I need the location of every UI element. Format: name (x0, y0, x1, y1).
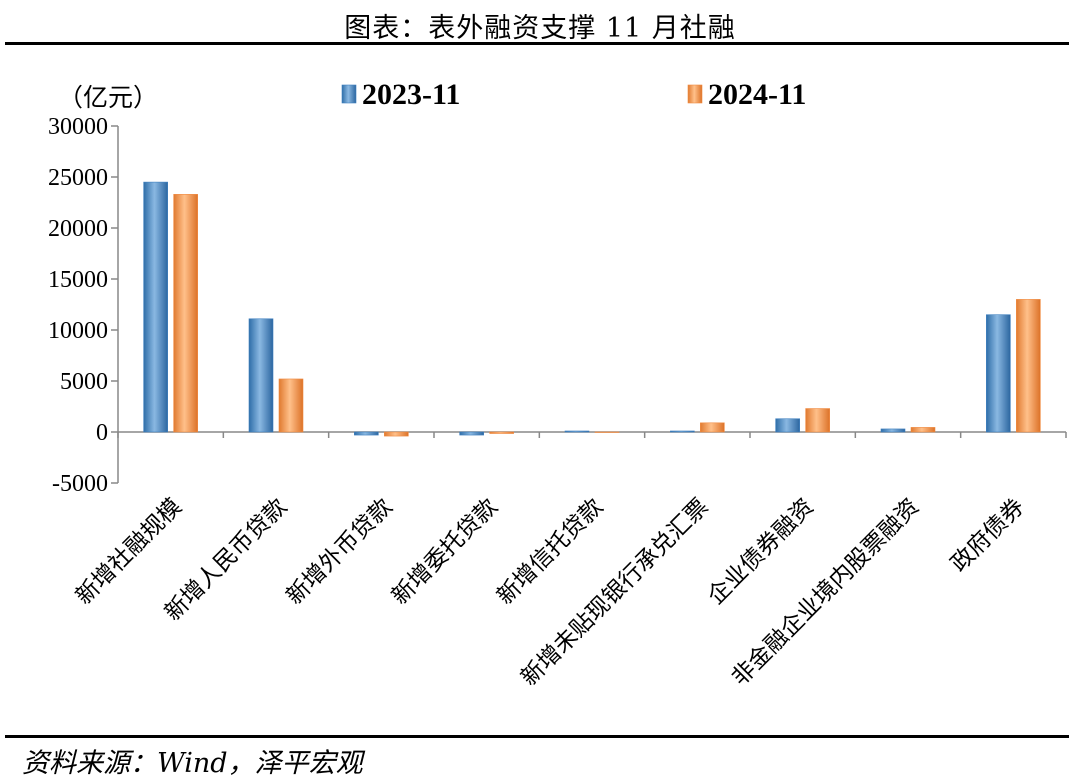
bottom-rule (5, 735, 1069, 738)
category-label: 新增社融规模 (71, 494, 187, 610)
bar-2023-11 (143, 181, 168, 433)
bar-2023-11 (775, 418, 800, 433)
y-tick-label: 0 (96, 420, 108, 446)
bar-2024-11 (173, 194, 198, 433)
bar-2024-11 (489, 431, 514, 434)
y-tick-label: -5000 (52, 471, 108, 497)
category-label: 政府债券 (946, 494, 1029, 577)
top-rule (5, 42, 1069, 45)
category-label: 企业债券融资 (703, 494, 819, 610)
category-label: 新增委托贷款 (387, 494, 503, 610)
bar-2023-11 (670, 430, 695, 433)
source-note: 资料来源：Wind，泽平宏观 (22, 748, 363, 779)
category-label: 新增未贴现银行承兑汇票 (516, 494, 713, 691)
bar-2023-11 (986, 314, 1011, 433)
y-tick-label: 5000 (60, 369, 108, 395)
bar-2024-11 (594, 431, 620, 433)
bar-2024-11 (1016, 299, 1041, 433)
bar-2023-11 (459, 431, 484, 436)
y-tick-label: 10000 (48, 318, 108, 344)
category-label: 新增信托贷款 (492, 494, 608, 610)
bar-2023-11 (564, 430, 590, 433)
legend-label-2024-11: 2024-11 (708, 78, 806, 111)
category-label: 非金融企业境内股票融资 (727, 494, 924, 691)
legend-swatch-2023-11 (341, 84, 357, 104)
category-label: 新增外币贷款 (282, 494, 398, 610)
bar-2023-11 (880, 428, 906, 433)
y-tick-label: 30000 (48, 114, 108, 140)
bar-2024-11 (805, 408, 830, 433)
bar-2024-11 (910, 427, 936, 433)
chart-title: 图表：表外融资支撑 11 月社融 (344, 13, 736, 44)
bar-2024-11 (700, 422, 725, 433)
y-tick-label: 25000 (48, 165, 108, 191)
bar-2024-11 (384, 431, 409, 437)
bar-2024-11 (278, 378, 304, 433)
bar-2023-11 (354, 431, 379, 436)
bar-2023-11 (248, 318, 274, 433)
legend-swatch-2024-11 (687, 84, 703, 104)
bar-chart: -5000 0 5000 10000 15000 20000 25000 30000 新增社融… (48, 78, 1067, 691)
y-axis-unit-label: （亿元） (58, 83, 158, 112)
y-tick-label: 15000 (48, 267, 108, 293)
y-tick-label: 20000 (48, 216, 108, 242)
legend-label-2023-11: 2023-11 (362, 78, 460, 111)
